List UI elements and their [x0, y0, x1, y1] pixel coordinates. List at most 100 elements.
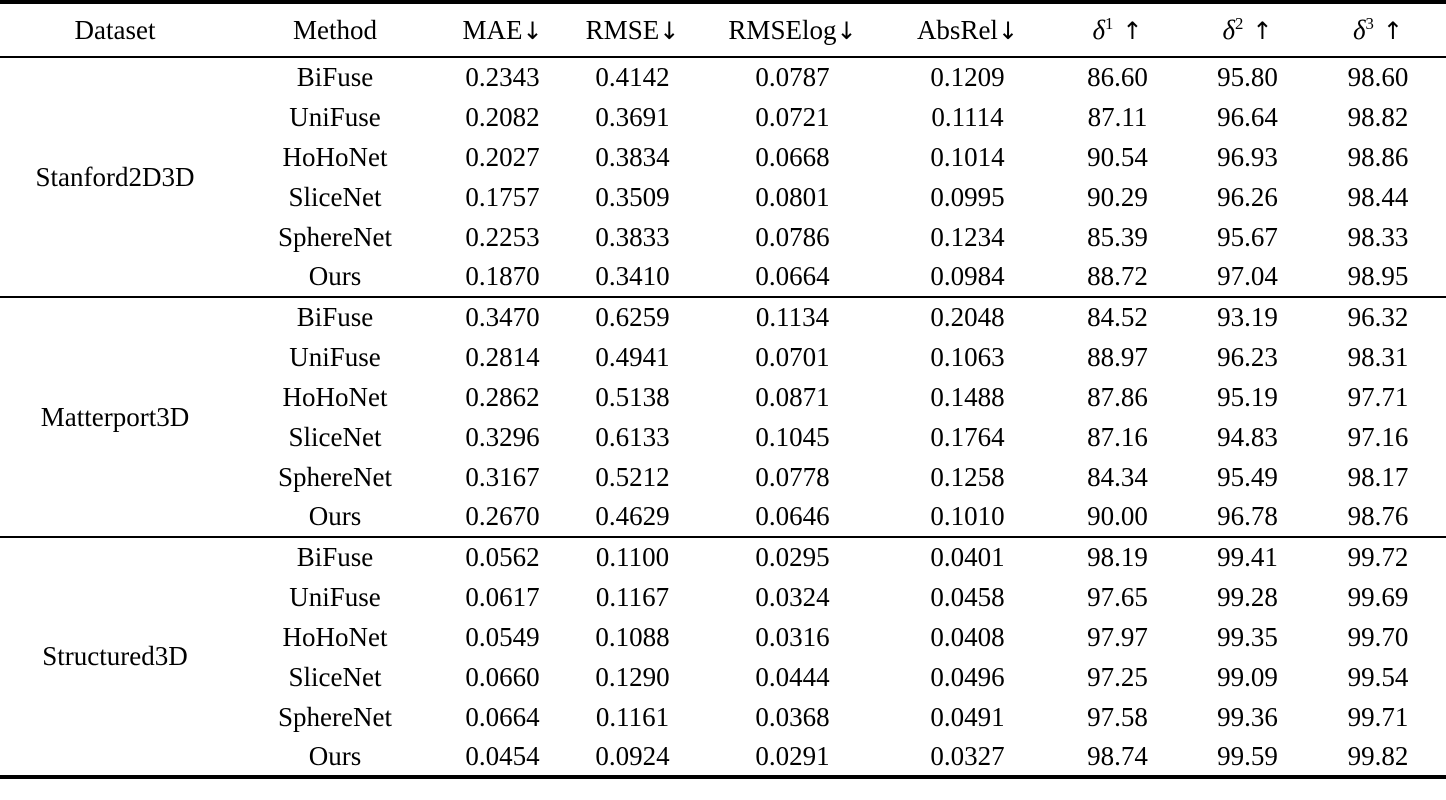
value-cell: 98.74: [1087, 740, 1148, 771]
value-cell: 0.1234: [930, 221, 1005, 252]
value-cell: 98.76: [1347, 501, 1409, 531]
value-cell: 0.0646: [755, 501, 830, 531]
table-row: HoHoNet 0.2027 0.3834 0.0668 0.1014 90.54 96.9…: [0, 137, 1446, 177]
method-cell: BiFuse: [296, 542, 374, 572]
up-arrow-icon: ↑: [1382, 16, 1404, 45]
method-cell: UniFuse: [289, 101, 381, 132]
value-cell: 0.3410: [595, 261, 670, 291]
value-cell: 0.3833: [595, 221, 670, 252]
value-cell: 0.6133: [595, 421, 670, 452]
column-header-superscript: 2: [1235, 13, 1244, 33]
value-cell: 0.3834: [595, 141, 670, 172]
column-header-label: δ: [1092, 14, 1106, 45]
down-arrow-icon: ↓: [522, 16, 543, 45]
column-header-label: AbsRel: [916, 14, 998, 45]
table-row: Matterport3D BiFuse 0.3470 0.6259 0.1134 0.20…: [0, 297, 1446, 431]
value-cell: 0.0368: [755, 701, 830, 732]
value-cell: 0.0668: [755, 141, 830, 172]
value-cell: 99.59: [1217, 740, 1278, 771]
value-cell: 99.09: [1217, 661, 1278, 692]
value-cell: 0.6259: [595, 302, 670, 332]
table-row: Ours 0.2670 0.4629 0.0646 0.1010 90.00 96.78 98…: [0, 497, 1446, 537]
value-cell: 98.17: [1347, 461, 1409, 492]
value-cell: 0.1258: [930, 461, 1005, 492]
value-cell: 97.16: [1347, 421, 1409, 452]
value-cell: 97.25: [1087, 661, 1148, 692]
value-cell: 87.16: [1087, 421, 1148, 452]
value-cell: 0.1114: [931, 101, 1004, 132]
value-cell: 0.0295: [755, 542, 830, 572]
value-cell: 0.4941: [595, 341, 670, 372]
value-cell: 0.2253: [465, 221, 540, 252]
table-row: SphereNet 0.3167 0.5212 0.0778 0.1258 84.34 95…: [0, 457, 1446, 497]
results-table: Dataset Method MAE↓ RMSE↓ RMSElog↓ AbsRel↓ δ1 ↑…: [0, 0, 1446, 779]
value-cell: 99.70: [1347, 621, 1409, 652]
value-cell: 0.0458: [930, 581, 1005, 612]
value-cell: 0.0924: [595, 740, 670, 771]
table-row: SphereNet 0.0664 0.1161 0.0368 0.0491 97.58 99…: [0, 697, 1446, 737]
value-cell: 99.35: [1217, 621, 1278, 652]
value-cell: 0.0660: [465, 661, 540, 692]
value-cell: 88.97: [1087, 341, 1148, 372]
dataset-group: Matterport3D BiFuse 0.3470 0.6259 0.1134 0.20…: [0, 297, 1446, 537]
value-cell: 0.0995: [930, 181, 1005, 212]
column-header-label: MAE: [462, 14, 523, 45]
value-cell: 0.1088: [595, 621, 670, 652]
value-cell: 0.1161: [595, 701, 670, 732]
value-cell: 85.39: [1087, 221, 1148, 252]
value-cell: 98.82: [1347, 101, 1409, 132]
value-cell: 0.1870: [465, 261, 540, 291]
value-cell: 0.0787: [755, 62, 830, 92]
table-row: HoHoNet 0.0549 0.1088 0.0316 0.0408 97.97 99.3…: [0, 617, 1446, 657]
column-header: δ3 ↑: [1310, 2, 1446, 57]
value-cell: 98.19: [1087, 542, 1148, 572]
value-cell: 0.0721: [755, 101, 830, 132]
value-cell: 97.04: [1217, 261, 1278, 291]
value-cell: 86.60: [1087, 62, 1148, 92]
value-cell: 0.0778: [755, 461, 830, 492]
value-cell: 0.0496: [930, 661, 1005, 692]
method-cell: Ours: [308, 501, 362, 531]
dataset-label: Stanford2D3D: [35, 161, 195, 192]
column-header-label: RMSElog: [728, 14, 837, 45]
dataset-label: Matterport3D: [40, 401, 190, 432]
table-row: Structured3D BiFuse 0.0562 0.1100 0.0295 0.04…: [0, 537, 1446, 670]
value-cell: 98.44: [1347, 181, 1409, 212]
value-cell: 0.0562: [465, 542, 540, 572]
value-cell: 96.26: [1217, 181, 1278, 212]
value-cell: 94.83: [1217, 421, 1278, 452]
value-cell: 0.0444: [755, 661, 830, 692]
value-cell: 0.0984: [930, 261, 1005, 291]
table-row: UniFuse 0.2814 0.4941 0.0701 0.1063 88.97 96.2…: [0, 337, 1446, 377]
value-cell: 88.72: [1087, 261, 1148, 291]
value-cell: 0.0664: [755, 261, 830, 291]
column-header-label: δ: [1222, 14, 1236, 45]
value-cell: 0.0324: [755, 581, 830, 612]
column-header-superscript: 3: [1365, 13, 1374, 33]
dataset-label: Structured3D: [42, 641, 188, 671]
value-cell: 99.71: [1347, 701, 1409, 732]
value-cell: 0.2027: [465, 141, 540, 172]
value-cell: 0.2862: [465, 381, 540, 412]
value-cell: 0.1488: [930, 381, 1005, 412]
table-row: Stanford2D3D BiFuse 0.2343 0.4142 0.0787 0.12…: [0, 57, 1446, 191]
down-arrow-icon: ↓: [997, 16, 1019, 45]
value-cell: 0.2048: [930, 302, 1005, 332]
value-cell: 0.0786: [755, 221, 830, 252]
method-cell: SliceNet: [288, 661, 382, 692]
value-cell: 0.2814: [465, 341, 540, 372]
value-cell: 0.2343: [465, 62, 540, 92]
value-cell: 0.1063: [930, 341, 1005, 372]
column-header: AbsRel↓: [885, 2, 1050, 57]
column-header: Method: [230, 2, 440, 57]
column-header-label: RMSE: [585, 14, 660, 45]
up-arrow-icon: ↑: [1122, 16, 1143, 45]
method-cell: HoHoNet: [282, 381, 388, 412]
table-row: UniFuse 0.0617 0.1167 0.0324 0.0458 97.65 99.2…: [0, 577, 1446, 617]
value-cell: 0.0871: [755, 381, 830, 412]
value-cell: 95.67: [1217, 221, 1278, 252]
value-cell: 0.0664: [465, 701, 540, 732]
value-cell: 0.0327: [930, 740, 1005, 771]
column-header-label: Method: [293, 14, 377, 45]
value-cell: 0.3509: [595, 181, 670, 212]
